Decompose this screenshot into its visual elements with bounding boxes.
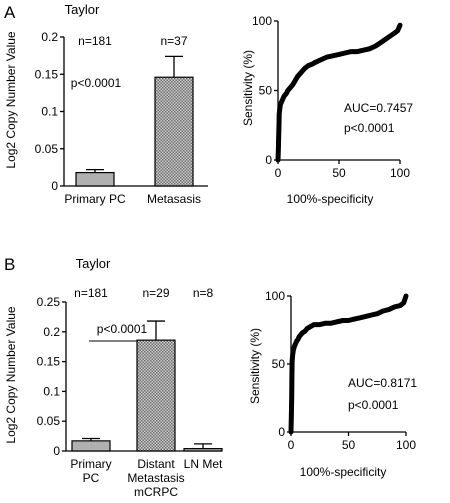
panel-b-roc-ylabel: Sensitivity (%) — [248, 328, 262, 404]
panel-b-roc-pvalue: p<0.0001 — [348, 398, 399, 412]
panel-a-roc-pvalue: p<0.0001 — [344, 121, 395, 135]
panel-a-title: Taylor — [65, 2, 100, 17]
panel-b-bar-count-label: n=29 — [142, 286, 169, 300]
panel-a-label: A — [4, 3, 16, 22]
panel-b-bar-chart: Log2 Copy Number Value p<0.0001 0 0.05 0.1… — [4, 286, 223, 499]
panel-b-roc-roc-curve — [288, 293, 409, 435]
panel-a-roc-chart: Sensitivity (%) AUC=0.7457 p<0.0001 100%… — [241, 14, 413, 206]
panel-a-bar-category-label: Primary PC — [64, 192, 126, 206]
panel-b-bar-ytick-label: 0.1 — [43, 384, 60, 398]
panel-a-bar-bar — [154, 76, 194, 187]
panel-a-roc-ytick-label: 50 — [259, 84, 273, 98]
panel-a-bar-count-label: n=37 — [160, 34, 187, 48]
panel-a-auc: AUC=0.7457 — [344, 101, 413, 115]
panel-b-bar-bar — [183, 448, 223, 452]
panel-b-bar-ytick-label: 0 — [53, 444, 60, 458]
panel-b-bar-category-label: mCRPC — [134, 485, 178, 499]
panel-b-roc-ytick-label: 0 — [278, 425, 285, 439]
panel-a-roc-ytick-label: 100 — [252, 14, 272, 28]
panel-b-bar-count-label: n=181 — [74, 286, 108, 300]
panel-b-bar-category-label: PC — [83, 471, 100, 485]
panel-b-bar-ylabel: Log2 Copy Number Value — [4, 306, 18, 444]
panel-b-bar-category-label: Distant — [137, 457, 175, 471]
panel-a-roc-xlabel: 100%-specificity — [287, 192, 374, 206]
panel-a-roc-xtick-label: 50 — [332, 166, 346, 180]
panel-b-roc-xlabel: 100%-specificity — [300, 465, 387, 479]
panel-b-label: B — [4, 255, 15, 274]
panel-a-bar-ytick-label: 0 — [51, 179, 58, 193]
panel-a-bar-ytick-label: 0.15 — [35, 67, 59, 81]
panel-a-bar-category-label: Metasasis — [147, 192, 201, 206]
panel-a-roc-ylabel: Sensitivity (%) — [241, 50, 255, 126]
panel-a-roc-roc-curve — [275, 22, 403, 163]
panel-b-roc-ytick-label: 100 — [265, 289, 285, 303]
panel-b-roc-xtick-label: 0 — [288, 438, 295, 452]
panel-a-bar-ytick-label: 0.05 — [35, 142, 59, 156]
panel-b-bar-category-label: Metastasis — [127, 471, 184, 485]
panel-b-bar-ytick-label: 0.05 — [37, 414, 61, 428]
panel-b-pvalue: p<0.0001 — [97, 322, 148, 336]
panel-b-bar-ytick-label: 0.15 — [37, 355, 61, 369]
panel-b-bar-bar — [136, 339, 176, 452]
panel-a-bar-ytick-label: 0.1 — [41, 105, 58, 119]
panel-b-bar-ytick-label: 0.2 — [43, 325, 60, 339]
panel-a-bar-ytick-label: 0.2 — [41, 30, 58, 44]
panel-b-bar-category-label: LN Met — [184, 457, 223, 471]
panel-b-bar-count-label: n=8 — [193, 286, 214, 300]
panel-b-roc-chart: Sensitivity (%) AUC=0.8171 p<0.0001 100%… — [248, 289, 417, 479]
panel-b-bar-ytick-label: 0.25 — [37, 295, 61, 309]
panel-a-pvalue: p<0.0001 — [71, 76, 122, 90]
panel-a-bar-count-label: n=181 — [78, 34, 112, 48]
panel-b-bar-bar — [71, 440, 111, 452]
panel-b-title: Taylor — [76, 256, 111, 271]
panel-a-bar-bar — [75, 171, 115, 187]
panel-b-roc-ytick-label: 50 — [272, 357, 286, 371]
panel-a-roc-xtick-label: 0 — [275, 166, 282, 180]
panel-a-bar-ylabel: Log2 Copy Number Value — [4, 31, 18, 169]
panel-a-roc-ytick-label: 0 — [265, 153, 272, 167]
panel-a-roc-xtick-label: 100 — [390, 166, 410, 180]
panel-a-bar-chart: Log2 Copy Number Value p<0.0001 0 0.05 0.1… — [4, 30, 208, 206]
panel-b-auc: AUC=0.8171 — [348, 376, 417, 390]
panel-b-bar-category-label: Primary — [70, 457, 111, 471]
panel-b-roc-xtick-label: 50 — [342, 438, 356, 452]
panel-b-roc-xtick-label: 100 — [396, 438, 416, 452]
